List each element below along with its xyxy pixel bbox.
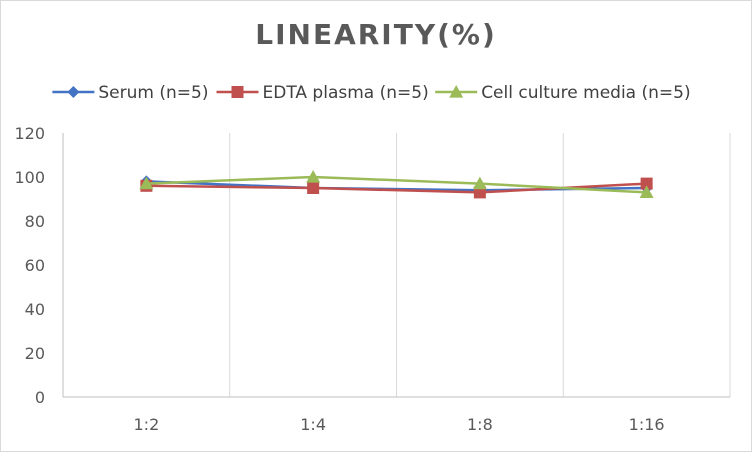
y-tick-label: 20 bbox=[25, 344, 45, 363]
legend-label: Cell culture media (n=5) bbox=[481, 83, 690, 103]
legend-item-1: EDTA plasma (n=5) bbox=[216, 83, 429, 103]
data-point bbox=[640, 177, 653, 190]
gridlines bbox=[229, 133, 731, 397]
data-point bbox=[139, 176, 154, 190]
legend-marker bbox=[231, 86, 244, 98]
data-point bbox=[307, 182, 320, 194]
y-tick-label: 40 bbox=[25, 300, 45, 319]
series-2 bbox=[139, 170, 654, 198]
y-tick-label: 100 bbox=[14, 168, 45, 187]
y-tick-label: 60 bbox=[25, 256, 45, 275]
y-tick-label: 80 bbox=[25, 212, 45, 231]
series-line bbox=[146, 175, 647, 194]
legend-item-0: Serum (n=5) bbox=[52, 83, 208, 103]
x-axis: 1:2 1:4 1:8 1:16 bbox=[63, 396, 730, 434]
x-tick-label: 1:4 bbox=[300, 415, 326, 434]
data-point bbox=[472, 176, 487, 190]
series-group bbox=[139, 170, 654, 199]
y-tick-label: 120 bbox=[14, 124, 45, 143]
y-tick-label: 0 bbox=[35, 388, 45, 407]
legend-label: EDTA plasma (n=5) bbox=[263, 83, 429, 103]
x-tick-label: 1:2 bbox=[134, 415, 160, 434]
y-axis: 0 20 40 60 80 100 120 bbox=[14, 124, 64, 407]
x-tick-label: 1:16 bbox=[629, 415, 665, 434]
legend-label: Serum (n=5) bbox=[98, 83, 208, 103]
legend-item-2: Cell culture media (n=5) bbox=[435, 83, 691, 103]
legend: Serum (n=5) EDTA plasma (n=5) Cell culture… bbox=[52, 83, 691, 103]
chart-title: LINEARITY(%) bbox=[255, 18, 497, 51]
x-tick-label: 1:8 bbox=[467, 415, 493, 434]
legend-marker bbox=[449, 85, 464, 98]
data-point bbox=[306, 170, 321, 183]
data-point bbox=[473, 186, 486, 199]
data-point bbox=[639, 185, 654, 198]
legend-marker bbox=[67, 86, 80, 98]
